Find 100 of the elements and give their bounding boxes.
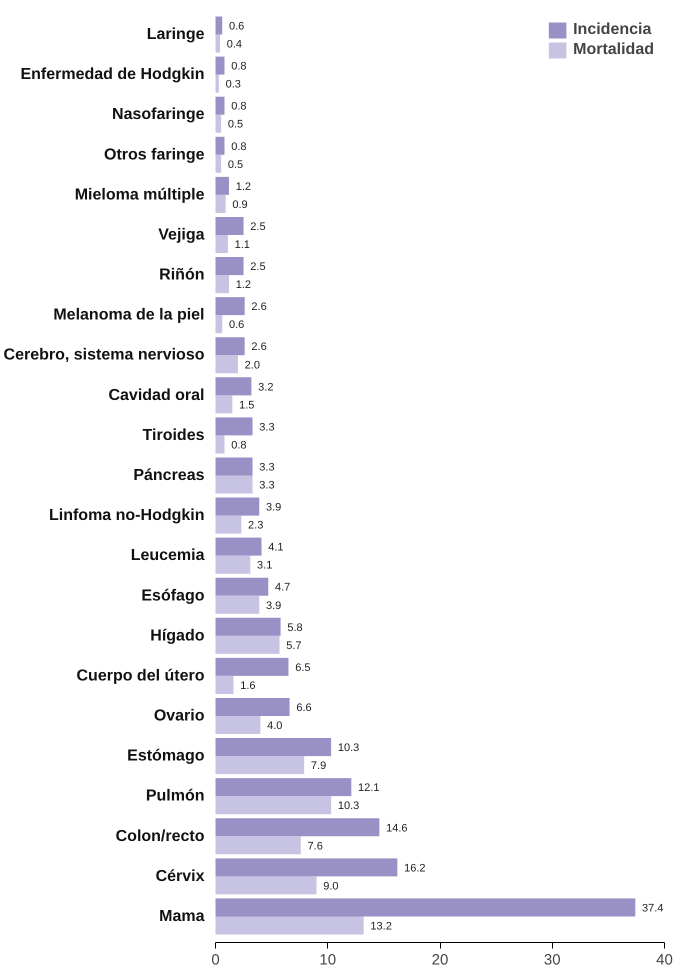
bar	[216, 136, 224, 155]
bar	[216, 194, 226, 213]
bar	[216, 34, 220, 53]
y-tick-label: Otros faringe	[104, 146, 205, 164]
y-tick-label: Enfermedad de Hodgkin	[20, 66, 205, 84]
data-label: 3.3	[259, 480, 275, 492]
data-label: 4.1	[268, 542, 284, 554]
x-tick-label: 30	[544, 952, 561, 967]
bar	[216, 858, 398, 876]
y-tick-label: Cérvix	[156, 868, 205, 885]
bar	[216, 578, 268, 596]
data-label: 3.9	[266, 600, 282, 612]
y-tick-label: Cuerpo del útero	[76, 667, 205, 684]
bar	[216, 556, 250, 574]
data-label: 0.9	[232, 198, 248, 211]
bar	[216, 74, 219, 93]
data-label: 2.3	[248, 520, 264, 532]
y-tick-label: Cavidad oral	[108, 386, 204, 404]
data-label: 1.1	[234, 239, 250, 251]
data-label: 7.9	[310, 760, 326, 772]
data-label: 16.2	[404, 862, 426, 874]
data-label: 9.0	[323, 880, 339, 892]
data-label: 3.1	[257, 560, 272, 572]
bar	[216, 417, 253, 436]
bar	[216, 297, 245, 316]
data-label: 6.5	[295, 662, 310, 674]
bar	[216, 476, 253, 494]
legend-label: Incidencia	[573, 21, 652, 39]
data-label: 3.3	[259, 461, 275, 474]
y-tick-label: Nasofaringe	[112, 106, 205, 124]
bar	[216, 596, 260, 614]
bar	[216, 756, 304, 774]
bar	[216, 114, 222, 133]
data-label: 2.5	[250, 220, 266, 233]
data-label: 3.2	[258, 381, 274, 394]
x-tick-label: 20	[432, 952, 448, 967]
data-label: 0.8	[231, 439, 247, 452]
data-label: 3.3	[259, 421, 275, 434]
data-label: 0.4	[226, 38, 242, 51]
bar	[216, 676, 234, 694]
bar	[216, 96, 224, 115]
bar	[216, 457, 253, 476]
data-label: 1.2	[236, 180, 251, 193]
bar	[216, 636, 280, 654]
data-label: 1.2	[236, 279, 251, 292]
y-tick-label: Ovario	[154, 708, 205, 725]
bar	[216, 337, 245, 356]
bar	[216, 538, 262, 556]
data-label: 0.8	[231, 100, 247, 113]
x-tick-label: 10	[319, 952, 336, 967]
bar	[216, 56, 224, 75]
data-label: 2.6	[251, 301, 267, 314]
bar	[216, 916, 364, 934]
bar	[216, 377, 252, 396]
bar	[216, 16, 222, 35]
data-label: 0.5	[228, 118, 244, 131]
bar	[216, 257, 244, 276]
data-label: 5.8	[287, 622, 303, 634]
data-label: 14.6	[386, 822, 408, 834]
data-label: 0.8	[231, 140, 247, 153]
bar	[216, 876, 317, 894]
y-tick-label: Laringe	[146, 26, 205, 44]
y-tick-label: Tiroides	[142, 426, 205, 444]
bar	[216, 796, 332, 814]
data-label: 4.0	[267, 720, 282, 732]
bar	[216, 315, 222, 334]
data-label: 6.6	[296, 702, 312, 714]
data-label: 0.5	[228, 158, 244, 171]
y-tick-label: Páncreas	[133, 467, 205, 484]
x-tick-label: 40	[656, 952, 673, 967]
bar	[216, 836, 301, 854]
y-tick-label: Mama	[159, 908, 205, 925]
data-label: 2.0	[244, 359, 260, 372]
data-label: 0.6	[228, 319, 244, 332]
bar	[216, 818, 380, 836]
y-tick-label: Esófago	[141, 587, 205, 604]
data-label: 10.3	[338, 742, 360, 754]
legend-label: Mortalidad	[573, 41, 654, 59]
y-tick-label: Hígado	[150, 627, 205, 644]
y-tick-label: Estómago	[127, 748, 205, 765]
x-tick-label: 0	[211, 952, 220, 967]
data-label: 0.6	[228, 20, 244, 33]
y-tick-label: Vejiga	[158, 226, 205, 244]
data-label: 13.2	[370, 920, 392, 932]
data-label: 3.9	[266, 502, 282, 514]
bar	[216, 698, 290, 716]
data-label: 37.4	[642, 902, 664, 914]
bar	[216, 516, 242, 534]
data-label: 2.5	[250, 261, 266, 274]
y-tick-label: Pulmón	[146, 788, 205, 805]
data-label: 10.3	[338, 800, 360, 812]
data-label: 12.1	[358, 782, 380, 794]
y-tick-label: Cerebro, sistema nervioso	[4, 346, 205, 364]
bar	[216, 154, 222, 173]
data-label: 7.6	[308, 840, 323, 852]
data-label: 4.7	[274, 582, 290, 594]
data-label: 0.3	[226, 78, 241, 91]
data-label: 0.8	[231, 60, 247, 73]
bar	[216, 216, 244, 235]
bar	[216, 658, 288, 676]
